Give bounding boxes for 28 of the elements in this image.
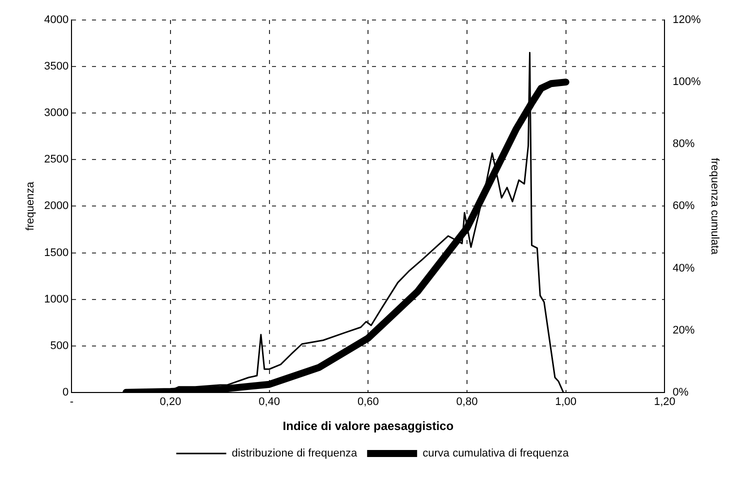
x-tick-label: 0,80 <box>456 396 478 408</box>
x-tick-label: 0,60 <box>357 396 379 408</box>
y-tick-label: 1500 <box>44 246 69 259</box>
y-tick-label: 3000 <box>44 107 69 120</box>
x-axis-title: Indice di valore paesaggistico <box>282 419 454 434</box>
y2-tick-label: 0% <box>672 386 689 398</box>
y2-tick-label: 120% <box>672 14 702 26</box>
y-tick-label: 3500 <box>44 60 69 73</box>
y-tick-label: 0 <box>62 386 69 398</box>
legend-label: distribuzione di frequenza <box>232 448 358 460</box>
y-tick-label: 2500 <box>44 154 69 166</box>
x-tick-label: 0,20 <box>160 396 182 408</box>
x-tick-label: 0,40 <box>258 396 280 408</box>
x-tick-label: - <box>70 396 74 408</box>
y-tick-label: 2000 <box>44 200 69 212</box>
y2-axis-title: frequenza cumulata <box>708 158 720 256</box>
y-tick-label: 1000 <box>44 293 69 306</box>
x-tick-label: 1,00 <box>555 396 577 408</box>
legend-label: curva cumulativa di frequenza <box>422 448 570 460</box>
x-tick-label: 1,20 <box>654 396 676 408</box>
y-tick-label: 500 <box>50 340 69 352</box>
y2-tick-label: 100% <box>672 76 702 88</box>
y2-tick-label: 40% <box>672 262 695 274</box>
y-tick-label: 4000 <box>44 14 69 26</box>
y2-tick-label: 80% <box>672 138 695 150</box>
y2-tick-label: 60% <box>672 200 695 212</box>
y2-tick-label: 20% <box>672 324 695 336</box>
y-axis-title: frequenza <box>24 180 37 231</box>
